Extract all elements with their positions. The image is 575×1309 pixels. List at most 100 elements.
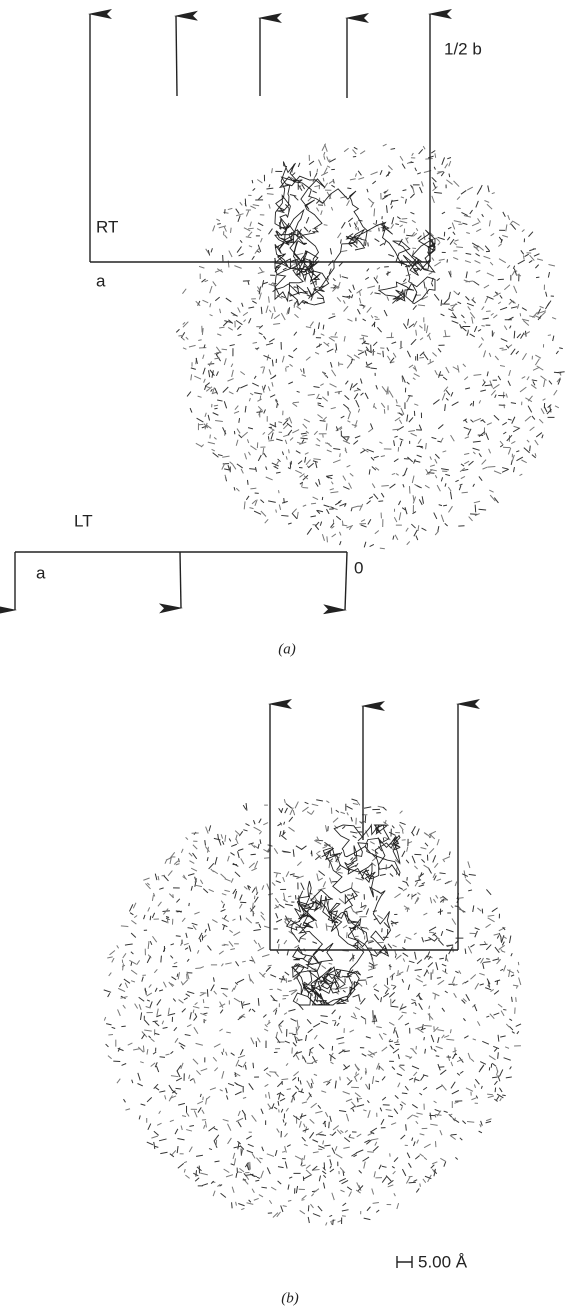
trace: [358, 352, 364, 355]
trace: [432, 437, 437, 438]
trace: [269, 339, 274, 342]
trace: [444, 1161, 446, 1166]
trace: [251, 1038, 254, 1045]
trace: [450, 1135, 456, 1139]
trace: [464, 377, 468, 380]
trace: [354, 223, 356, 228]
trace: [519, 474, 522, 475]
trace: [197, 1101, 203, 1104]
trace: [194, 376, 201, 379]
trace: [519, 977, 521, 984]
trace: [353, 954, 354, 962]
trace: [213, 871, 218, 874]
trace: [480, 1062, 486, 1065]
trace: [169, 1085, 173, 1091]
trace: [310, 1047, 314, 1050]
trace: [426, 325, 427, 333]
trace: [494, 990, 499, 994]
trace: [355, 1007, 360, 1010]
trace: [211, 869, 214, 872]
trace: [406, 860, 409, 863]
trace: [452, 223, 454, 230]
trace: [340, 1130, 343, 1132]
trace: [344, 336, 345, 341]
trace: [112, 1027, 116, 1028]
trace: [299, 1121, 301, 1127]
trace: [283, 268, 287, 270]
trace: [213, 1057, 217, 1061]
trace: [261, 1109, 263, 1114]
trace: [407, 1153, 410, 1158]
trace: [372, 181, 375, 184]
trace: [276, 913, 278, 918]
trace: [417, 173, 421, 174]
trace: [224, 235, 227, 238]
trace: [214, 1135, 218, 1141]
trace: [333, 460, 340, 463]
trace: [339, 899, 345, 904]
trace: [276, 873, 277, 877]
trace: [210, 286, 212, 293]
trace: [461, 327, 466, 331]
trace: [517, 970, 519, 973]
trace: [554, 390, 557, 395]
trace: [439, 873, 445, 874]
trace: [374, 277, 378, 283]
trace: [380, 1108, 382, 1112]
trace: [252, 903, 253, 911]
trace: [417, 893, 420, 895]
trace: [249, 398, 250, 401]
trace: [252, 301, 256, 303]
trace: [293, 849, 294, 856]
trace: [365, 277, 369, 279]
trace: [240, 202, 242, 205]
trace: [282, 451, 283, 455]
trace: [237, 979, 244, 983]
trace: [339, 1178, 346, 1181]
trace: [277, 939, 279, 943]
trace: [400, 439, 404, 440]
trace: [453, 257, 458, 259]
trace: [434, 167, 435, 170]
trace: [249, 1200, 251, 1202]
trace: [292, 513, 297, 519]
trace: [436, 1056, 439, 1057]
trace: [248, 228, 254, 229]
trace: [194, 912, 199, 914]
trace: [182, 338, 185, 340]
trace: [247, 1151, 253, 1153]
trace: [137, 960, 140, 965]
trace: [222, 349, 227, 350]
trace: [259, 333, 263, 335]
trace: [341, 416, 345, 418]
trace: [131, 933, 136, 937]
trace: [503, 432, 506, 434]
trace: [393, 353, 396, 358]
trace: [454, 1102, 458, 1103]
trace: [176, 899, 179, 903]
trace: [437, 1030, 444, 1031]
trace: [108, 1056, 112, 1059]
trace: [148, 1124, 151, 1130]
trace: [281, 1093, 284, 1095]
trace: [125, 983, 127, 988]
trace: [187, 992, 194, 994]
trace: [409, 961, 415, 963]
trace: [170, 858, 171, 864]
trace: [355, 436, 360, 438]
trace: [221, 834, 222, 838]
trace: [236, 1084, 242, 1087]
trace: [433, 993, 440, 996]
trace: [402, 881, 406, 882]
trace: [258, 943, 260, 948]
trace: [482, 420, 485, 423]
trace: [374, 994, 378, 1000]
trace: [228, 1124, 231, 1131]
trace: [372, 849, 375, 851]
trace: [432, 196, 435, 203]
trace: [181, 1046, 184, 1049]
trace: [424, 1144, 430, 1148]
trace: [486, 959, 489, 960]
trace: [189, 861, 194, 864]
trace: [504, 965, 506, 971]
